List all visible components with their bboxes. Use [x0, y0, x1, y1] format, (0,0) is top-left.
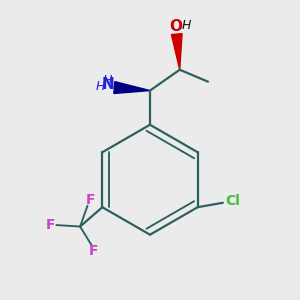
Text: Cl: Cl — [225, 194, 240, 208]
Text: H: H — [95, 80, 105, 93]
Polygon shape — [171, 34, 182, 70]
Text: F: F — [89, 244, 98, 258]
Text: F: F — [86, 194, 95, 207]
Text: F: F — [46, 218, 56, 232]
Text: H: H — [182, 19, 191, 32]
Polygon shape — [114, 82, 150, 94]
Text: H: H — [103, 74, 112, 87]
Text: N: N — [101, 77, 114, 92]
Text: O: O — [169, 19, 182, 34]
